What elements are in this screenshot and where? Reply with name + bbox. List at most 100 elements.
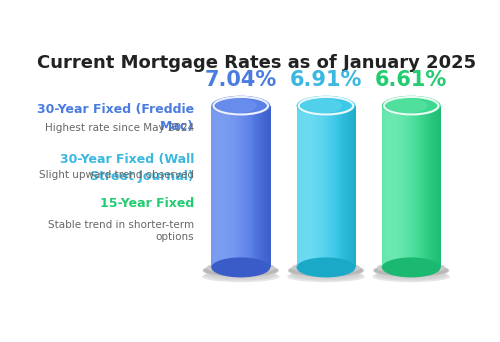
Bar — [390, 106, 391, 267]
Bar — [337, 106, 338, 267]
Ellipse shape — [380, 266, 443, 278]
Bar — [236, 106, 237, 267]
Bar — [237, 106, 238, 267]
Bar — [340, 106, 342, 267]
Bar — [404, 106, 406, 267]
Bar — [231, 106, 232, 267]
Bar — [304, 106, 306, 267]
Bar — [216, 106, 218, 267]
Bar — [214, 106, 216, 267]
Bar — [350, 106, 352, 267]
Bar — [252, 106, 253, 267]
Ellipse shape — [290, 269, 362, 281]
Bar — [350, 106, 351, 267]
Bar — [234, 106, 235, 267]
Text: Highest rate since May 2024: Highest rate since May 2024 — [45, 123, 194, 133]
Bar — [342, 106, 343, 267]
Bar — [268, 106, 270, 267]
Bar — [310, 106, 312, 267]
Ellipse shape — [292, 268, 360, 279]
Bar — [346, 106, 347, 267]
Ellipse shape — [301, 98, 342, 113]
Bar — [416, 106, 418, 267]
Bar — [306, 106, 308, 267]
Bar — [260, 106, 261, 267]
Ellipse shape — [372, 271, 450, 282]
Bar — [384, 106, 385, 267]
Ellipse shape — [209, 266, 272, 278]
Bar — [392, 106, 393, 267]
Bar — [431, 106, 432, 267]
Bar — [250, 106, 251, 267]
Text: Stable trend in shorter-term
options: Stable trend in shorter-term options — [48, 220, 194, 242]
Bar — [346, 106, 348, 267]
Bar — [331, 106, 332, 267]
Bar — [334, 106, 335, 267]
Bar — [298, 106, 299, 267]
Bar — [235, 106, 236, 267]
Bar — [242, 106, 243, 267]
Ellipse shape — [212, 96, 270, 116]
Text: 7.04%: 7.04% — [204, 69, 277, 90]
Bar — [223, 106, 224, 267]
Bar — [398, 106, 400, 267]
Bar — [233, 106, 234, 267]
Bar — [326, 106, 328, 267]
Bar — [412, 106, 414, 267]
Bar — [318, 106, 320, 267]
Bar — [302, 106, 304, 267]
Bar — [319, 106, 320, 267]
Bar — [219, 106, 220, 267]
Bar — [437, 106, 438, 267]
Bar — [296, 106, 298, 267]
Bar — [229, 106, 230, 267]
Bar — [394, 106, 396, 267]
Bar — [392, 106, 394, 267]
Bar — [308, 106, 310, 267]
Bar — [298, 106, 300, 267]
Bar — [312, 106, 314, 267]
Bar — [320, 106, 322, 267]
Ellipse shape — [202, 271, 280, 282]
Bar — [314, 106, 316, 267]
Bar — [388, 106, 390, 267]
Bar — [432, 106, 433, 267]
Bar — [323, 106, 324, 267]
Bar — [300, 106, 302, 267]
Bar — [421, 106, 422, 267]
Bar — [425, 106, 426, 267]
Bar — [336, 106, 337, 267]
Bar — [329, 106, 330, 267]
Bar — [256, 106, 257, 267]
Bar — [230, 106, 232, 267]
Bar — [325, 106, 326, 267]
Bar — [388, 106, 389, 267]
Ellipse shape — [216, 98, 257, 113]
Text: Current Mortgage Rates as of January 2025: Current Mortgage Rates as of January 202… — [36, 54, 476, 72]
Ellipse shape — [207, 262, 274, 273]
Bar — [221, 106, 222, 267]
Bar — [420, 106, 422, 267]
Bar — [238, 106, 239, 267]
Bar — [386, 106, 387, 267]
Bar — [396, 106, 397, 267]
Bar — [422, 106, 424, 267]
Bar — [438, 106, 440, 267]
Bar — [382, 106, 383, 267]
Bar — [435, 106, 436, 267]
Ellipse shape — [377, 268, 446, 279]
Bar — [344, 106, 346, 267]
Bar — [408, 106, 410, 267]
Bar — [225, 106, 226, 267]
Bar — [335, 106, 336, 267]
Bar — [227, 106, 228, 267]
Bar — [256, 106, 258, 267]
Bar — [226, 106, 228, 267]
Text: 30-Year Fixed (Freddie
Mac): 30-Year Fixed (Freddie Mac) — [37, 103, 194, 133]
Bar — [252, 106, 254, 267]
Bar — [316, 106, 318, 267]
Bar — [254, 106, 255, 267]
Bar — [348, 106, 350, 267]
Bar — [440, 106, 441, 267]
Bar — [410, 106, 412, 267]
